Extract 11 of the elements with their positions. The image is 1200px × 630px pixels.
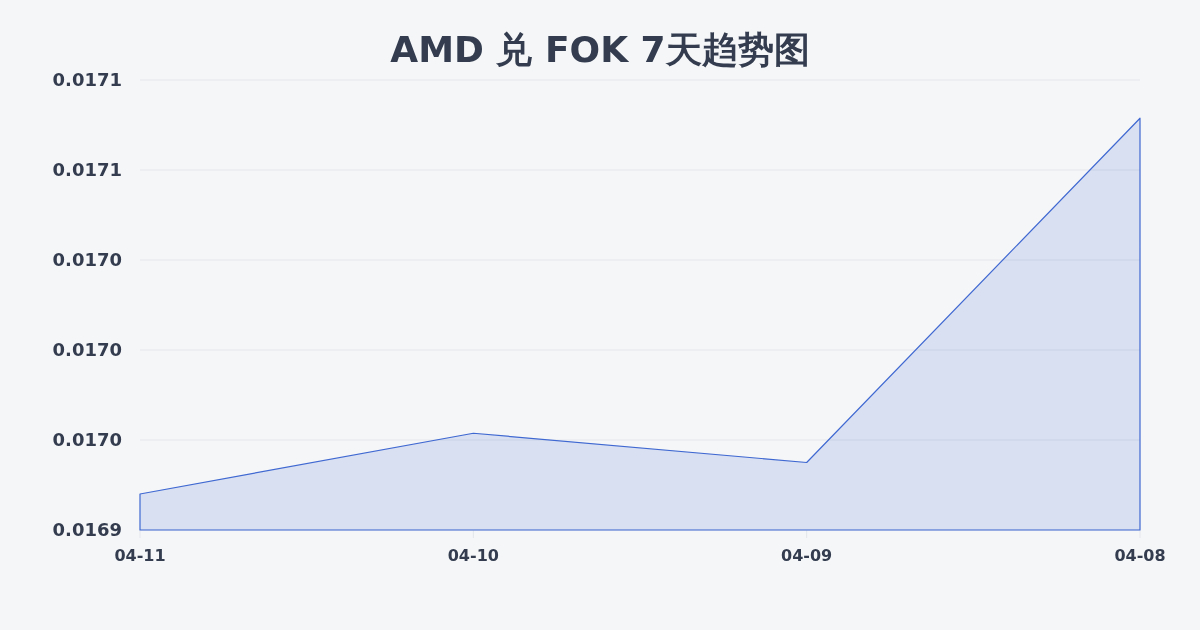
x-tick-label: 04-11 — [114, 546, 166, 565]
chart-title: AMD 兑 FOK 7天趋势图 — [390, 29, 810, 70]
y-tick-label: 0.0170 — [52, 429, 122, 450]
x-tick-label: 04-08 — [1114, 546, 1166, 565]
y-tick-label: 0.0170 — [52, 339, 122, 360]
x-tick-label: 04-09 — [781, 546, 833, 565]
y-tick-label: 0.0171 — [52, 159, 122, 180]
y-tick-label: 0.0171 — [52, 69, 122, 90]
x-tick-label: 04-10 — [447, 546, 499, 565]
y-tick-label: 0.0169 — [52, 519, 122, 540]
y-tick-label: 0.0170 — [52, 249, 122, 270]
